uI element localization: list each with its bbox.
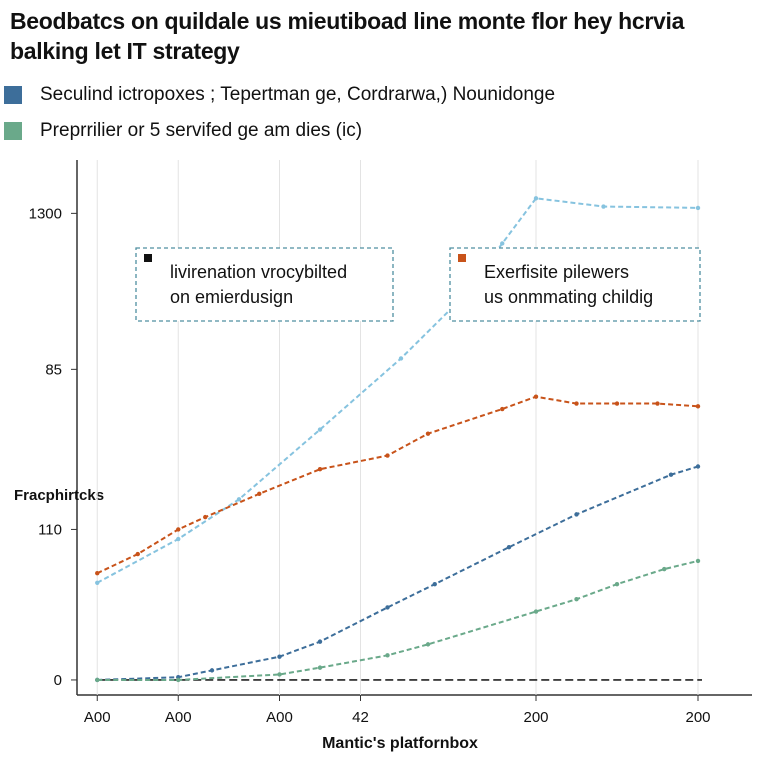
x-tick-label: A00 (84, 709, 111, 726)
data-point (209, 668, 215, 673)
data-point (668, 472, 674, 477)
data-point (533, 196, 539, 201)
data-point (601, 204, 606, 209)
data-point (500, 241, 505, 246)
data-point (574, 401, 579, 406)
x-axis-label: Mantic's platfornbox (322, 735, 478, 752)
x-tick-label: 42 (352, 709, 369, 726)
data-point (176, 536, 181, 542)
data-point (695, 558, 701, 564)
annotation-marker (144, 254, 152, 262)
data-point (95, 571, 100, 576)
legend-swatch (4, 86, 22, 104)
series-line (97, 559, 699, 681)
series-line (96, 395, 699, 575)
data-point (203, 514, 208, 520)
annotation-box (449, 247, 701, 322)
data-point (385, 605, 390, 610)
data-point (95, 580, 100, 586)
annotation-marker (458, 254, 466, 262)
data-point (574, 512, 579, 517)
data-point (614, 401, 620, 406)
data-point (614, 581, 620, 587)
title-line: Beodbatcs on quildale us mieutiboad line… (10, 8, 685, 34)
legend-label: Preprrilier or 5 servifed ge am dies (ic… (40, 120, 363, 141)
data-point (695, 205, 701, 211)
data-point (257, 491, 262, 497)
data-point (385, 453, 390, 458)
annotation-text: livirenation vrocybilted (170, 262, 347, 282)
data-point (695, 404, 701, 409)
data-point (533, 394, 539, 399)
data-point (533, 609, 539, 614)
data-point (574, 597, 579, 602)
y-tick-label: 85 (45, 361, 62, 378)
legend-entry: Seculind ictropoxes ; Tepertman ge, Cord… (4, 84, 555, 106)
data-point (398, 356, 404, 361)
y-axis-label: Fracphirtcks (14, 487, 104, 504)
data-point (385, 653, 390, 658)
annotation-text: us onmmating childig (484, 287, 653, 307)
data-point (317, 639, 323, 644)
legend-swatch (4, 122, 22, 140)
data-point (432, 581, 437, 587)
data-point (425, 431, 431, 436)
y-tick-label: 1300 (29, 205, 62, 222)
x-tick-label: 200 (523, 709, 548, 726)
data-point (95, 677, 100, 683)
chart-title: Beodbatcs on quildale us mieutiboad line… (10, 6, 684, 66)
data-point (135, 551, 140, 557)
annotation-box (135, 247, 394, 322)
data-point (662, 566, 667, 572)
data-point (176, 677, 181, 683)
series-line (96, 197, 699, 584)
x-tick-label: 200 (685, 709, 710, 726)
annotation-text: Exerfisite pilewers (484, 262, 629, 282)
legend-label: Seculind ictropoxes ; Tepertman ge, Cord… (40, 84, 556, 105)
data-point (425, 642, 431, 647)
x-tick-label: A00 (165, 709, 192, 726)
data-point (277, 654, 282, 659)
annotation-text: on emierdusign (170, 287, 293, 307)
x-tick-label: A00 (266, 709, 293, 726)
data-point (500, 406, 505, 412)
data-point (506, 545, 512, 550)
data-point (277, 672, 282, 677)
data-point (236, 497, 242, 502)
data-point (317, 427, 323, 432)
data-point (317, 467, 323, 472)
data-point (695, 464, 701, 469)
legend-entry: Preprrilier or 5 servifed ge am dies (ic… (4, 120, 362, 142)
y-tick-label: 110 (38, 521, 62, 538)
y-tick-label: 0 (54, 672, 62, 689)
data-point (655, 401, 660, 406)
series-line (97, 465, 699, 681)
data-point (176, 527, 181, 532)
title-line: balking let IT strategy (10, 38, 240, 64)
data-point (317, 665, 323, 670)
